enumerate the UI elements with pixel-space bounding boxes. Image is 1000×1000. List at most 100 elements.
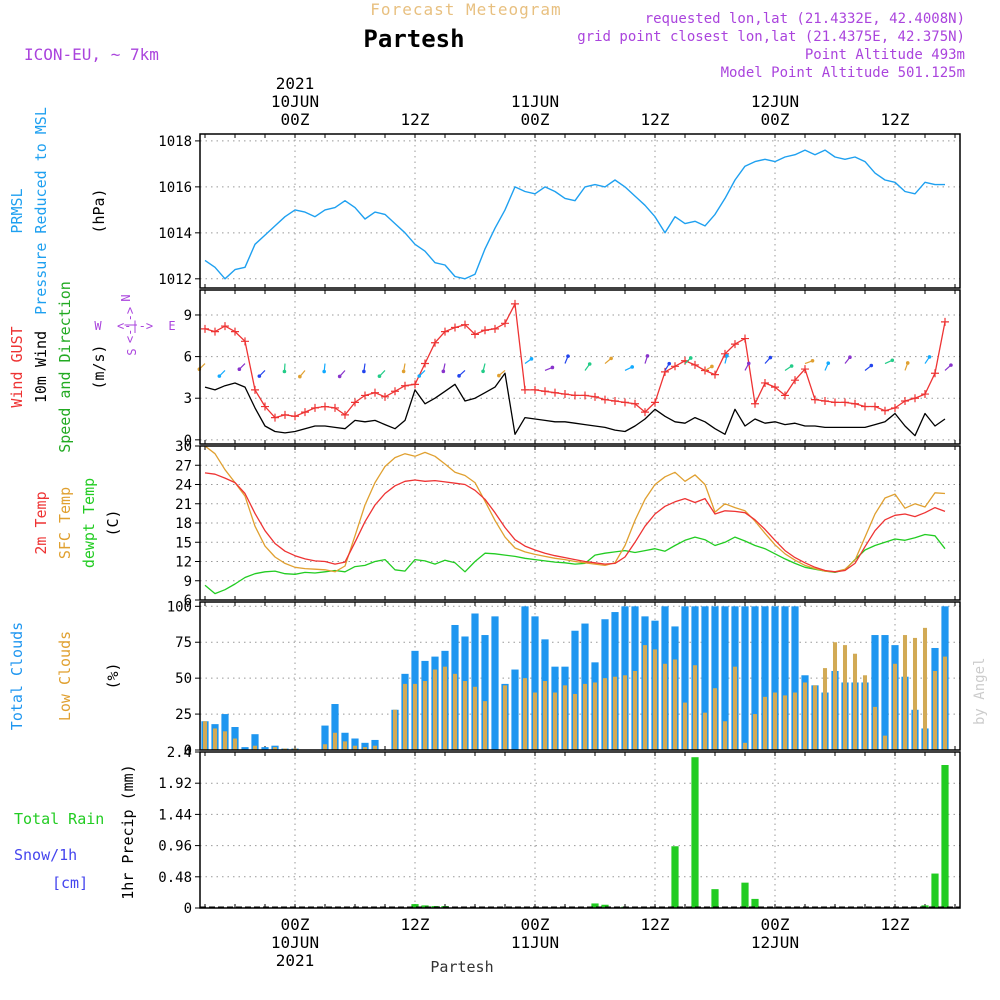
low-cloud-bar	[652, 649, 658, 750]
low-cloud-bar	[612, 676, 618, 750]
compass-mid: <-|->	[117, 319, 153, 333]
gust-marker	[911, 394, 919, 403]
total-cloud-bar	[771, 606, 779, 750]
total-cloud-bar	[711, 606, 719, 750]
wind-arrow-head	[826, 361, 831, 365]
compass-e: E	[168, 319, 175, 333]
wind-arrow-head	[905, 361, 910, 365]
total-cloud-bar	[241, 747, 249, 750]
y-tick-label: 75	[175, 635, 192, 651]
y-tick-label: 0	[184, 901, 192, 917]
gust-marker	[321, 402, 329, 411]
subtitle: Forecast Meteogram	[370, 0, 561, 19]
y-tick-label: 0	[184, 743, 192, 759]
top-time-label: 12Z	[641, 110, 670, 129]
cloud-labels: Total Clouds Low Clouds (%)	[8, 622, 122, 730]
temp2m-line	[204, 472, 946, 573]
low-cloud-bar	[332, 732, 338, 750]
rain-bar	[941, 765, 949, 908]
gust-marker	[331, 403, 339, 412]
point-altitude: Point Altitude 493m	[805, 47, 965, 63]
low-cloud-bar	[872, 706, 878, 750]
gust-marker	[621, 398, 629, 407]
total-cloud-bar	[881, 635, 889, 750]
total-cloud-bar	[781, 606, 789, 750]
bottom-time-label: 12JUN	[751, 933, 799, 952]
gust-marker	[731, 340, 739, 349]
gust-marker	[721, 349, 729, 358]
total-cloud-bar	[251, 734, 259, 750]
top-time-label: 12Z	[401, 110, 430, 129]
y-tick-label: 1018	[158, 134, 192, 150]
low-cloud-bar	[362, 747, 368, 750]
gust-marker	[511, 299, 519, 308]
top-time-label: 00Z	[521, 110, 550, 129]
wind-arrow-head	[550, 365, 555, 370]
panel-label: Wind GUST	[8, 326, 26, 407]
total-cloud-bar	[261, 747, 269, 750]
rain-bar	[591, 903, 599, 908]
wind-arrow-head	[630, 365, 634, 369]
wind-arrow-head	[457, 374, 461, 378]
prmsl-panel: 1012 1014 1016 1018	[158, 133, 961, 289]
panel-label: 10m Wind	[32, 331, 50, 403]
low-cloud-bar	[632, 670, 638, 750]
panel-background	[200, 752, 960, 908]
low-cloud-bar	[592, 682, 598, 750]
gust-marker	[921, 390, 929, 399]
wind-arrow-head	[337, 374, 342, 379]
gust-marker	[251, 385, 259, 394]
bottom-time-label: 12Z	[881, 915, 910, 934]
low-cloud-bar	[892, 663, 898, 750]
gust-marker	[491, 324, 499, 333]
low-cloud-bar	[902, 635, 908, 750]
wind-arrow-head	[441, 369, 446, 374]
low-cloud-bar	[522, 678, 528, 750]
wind-arrow-head	[401, 369, 406, 374]
wind-arrow-head	[688, 356, 693, 360]
low-cloud-bar	[922, 627, 928, 750]
low-cloud-bar	[432, 669, 438, 750]
gust-marker	[561, 390, 569, 399]
y-tick-label: 1016	[158, 180, 192, 196]
gust-marker	[781, 391, 789, 400]
y-tick-label: 27	[175, 458, 192, 474]
gust-marker	[661, 367, 669, 376]
low-cloud-bar	[402, 683, 408, 750]
total-cloud-bar	[481, 635, 489, 750]
compass-w: W	[94, 319, 102, 333]
page-title: Partesh	[363, 25, 464, 53]
top-time-label: 11JUN	[511, 92, 559, 111]
bottom-time-label: 12Z	[641, 915, 670, 934]
gust-marker	[521, 385, 529, 394]
gust-marker	[631, 399, 639, 408]
panel-label: Low Clouds	[56, 631, 74, 721]
panel-border	[199, 133, 961, 289]
low-cloud-bar	[622, 675, 628, 750]
low-cloud-bar	[372, 745, 378, 750]
gust-marker	[231, 327, 239, 336]
y-tick-label: 1.44	[158, 807, 192, 823]
gust-marker	[461, 320, 469, 329]
gust-marker	[741, 334, 749, 343]
low-cloud-bar	[672, 659, 678, 750]
gust-marker	[941, 317, 949, 326]
panel-label: 2m Temp	[32, 491, 50, 554]
gust-marker	[901, 396, 909, 405]
panel-label: (C)	[104, 509, 122, 536]
gust-marker	[261, 402, 269, 411]
gust-marker	[481, 326, 489, 335]
y-tick-label: 24	[175, 478, 192, 494]
low-cloud-bar	[452, 673, 458, 750]
gust-marker	[371, 388, 379, 397]
gust-marker	[291, 412, 299, 421]
low-cloud-bar	[932, 670, 938, 750]
wind-arrow-head	[609, 356, 613, 361]
gust-marker	[221, 322, 229, 331]
y-tick-label: 9	[184, 308, 192, 324]
low-cloud-bar	[762, 696, 768, 750]
wind-panel: 0 3 6 9	[184, 289, 961, 449]
y-tick-label: 6	[184, 350, 192, 366]
prmsl-line	[204, 149, 945, 280]
